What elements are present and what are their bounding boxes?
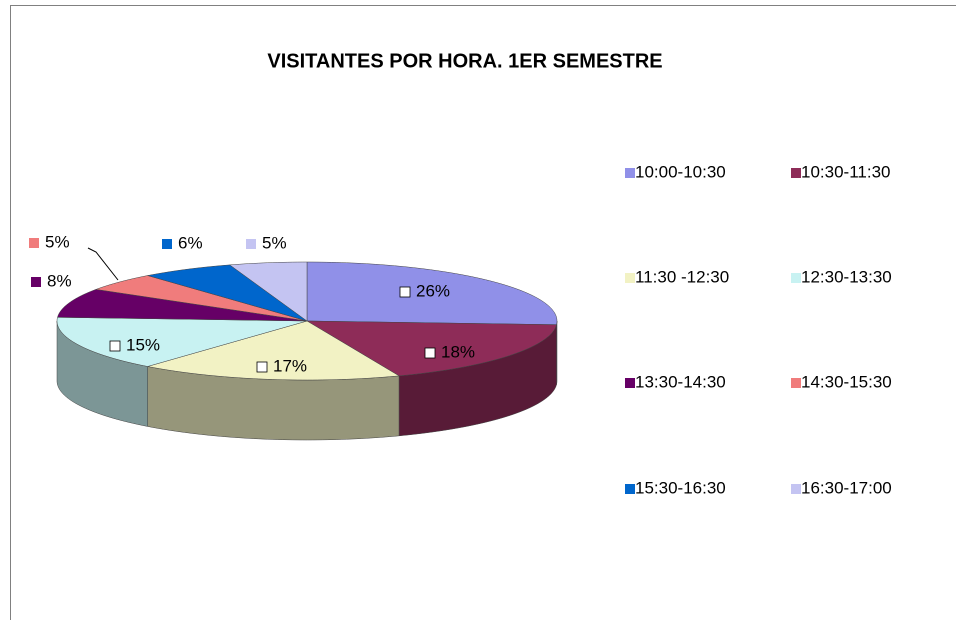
label-key (162, 239, 172, 249)
legend-label: 15:30-16:30 (635, 478, 726, 497)
legend-label: 16:30-17:00 (801, 478, 892, 497)
slice (95, 275, 308, 322)
label-key (246, 239, 256, 249)
slice (57, 289, 308, 322)
slice (229, 261, 308, 322)
data-label: 18% (441, 342, 475, 361)
label-key (109, 340, 121, 352)
label-key (256, 361, 268, 373)
data-label: 8% (47, 271, 72, 290)
legend-swatch (625, 168, 635, 178)
leader-line (87, 247, 119, 281)
chart-frame (10, 5, 956, 620)
slice (56, 317, 308, 367)
legend-label: 12:30-13:30 (801, 267, 892, 286)
label-key (424, 347, 436, 359)
legend-label: 11:30 -12:30 (635, 267, 729, 286)
legend-swatch (625, 484, 635, 494)
data-label: 26% (416, 281, 450, 300)
legend-swatch (791, 484, 801, 494)
chart-title: VISITANTES POR HORA. 1ER SEMESTRE (267, 50, 662, 72)
data-label: 5% (45, 232, 70, 251)
legend-label: 10:00-10:30 (635, 162, 726, 181)
slice (147, 264, 308, 322)
label-key (29, 238, 39, 248)
legend-swatch (625, 273, 635, 283)
legend-label: 13:30-14:30 (635, 372, 726, 391)
data-label: 17% (273, 356, 307, 375)
legend-label: 10:30-11:30 (801, 162, 890, 181)
legend-swatch (791, 273, 801, 283)
data-label: 15% (126, 335, 160, 354)
legend-swatch (791, 378, 801, 388)
legend-swatch (625, 378, 635, 388)
legend-swatch (791, 168, 801, 178)
legend-label: 14:30-15:30 (801, 372, 892, 391)
data-label: 6% (178, 233, 203, 252)
slice (147, 320, 400, 381)
label-key (399, 286, 411, 298)
slice (306, 261, 558, 325)
data-label: 5% (262, 233, 287, 252)
label-key (31, 277, 41, 287)
